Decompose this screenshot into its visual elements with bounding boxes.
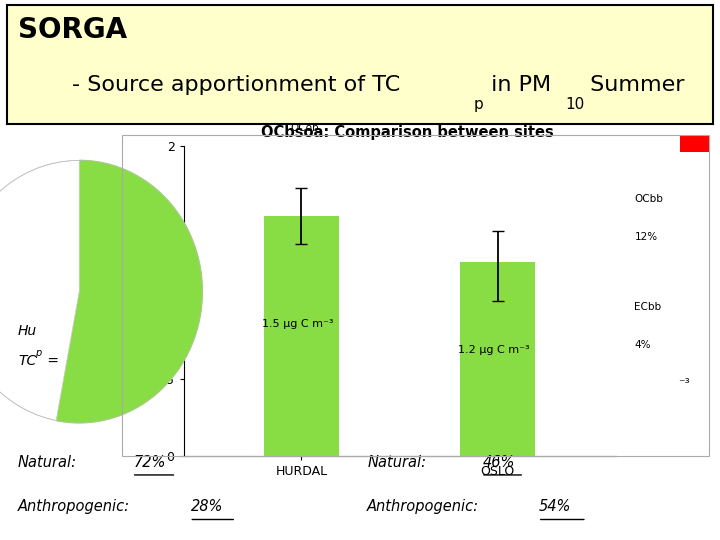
Text: - Source apportionment of TC: - Source apportionment of TC: [72, 75, 400, 94]
Text: ⁻³: ⁻³: [678, 377, 690, 390]
Bar: [264, 215, 338, 456]
Text: p: p: [35, 348, 41, 359]
Y-axis label: Ocbsoa in PM/10  μg C m⁻³: Ocbsoa in PM/10 μg C m⁻³: [136, 222, 149, 380]
Text: OCbb: OCbb: [634, 194, 663, 205]
Polygon shape: [56, 160, 202, 423]
Text: =: =: [43, 354, 63, 368]
Text: in PM: in PM: [484, 75, 551, 94]
Text: Hu: Hu: [18, 324, 37, 338]
Text: 1.5 μg C m⁻³: 1.5 μg C m⁻³: [262, 319, 333, 329]
Text: OCob: OCob: [290, 123, 319, 133]
Text: Summer: Summer: [583, 75, 685, 94]
Text: TC: TC: [18, 354, 36, 368]
Text: 12%: 12%: [634, 232, 657, 242]
Text: 1.2 μg C m⁻³: 1.2 μg C m⁻³: [458, 345, 530, 355]
Text: 28%: 28%: [191, 500, 223, 515]
Text: Natural:: Natural:: [367, 455, 426, 470]
Text: Anthropogenic:: Anthropogenic:: [18, 500, 130, 515]
Text: 54%: 54%: [539, 500, 571, 515]
Text: 10: 10: [565, 97, 585, 112]
Polygon shape: [680, 136, 709, 152]
Text: ECbb: ECbb: [634, 302, 662, 313]
Text: 72%: 72%: [133, 455, 166, 470]
Text: Anthropogenic:: Anthropogenic:: [367, 500, 480, 515]
Text: Natural:: Natural:: [18, 455, 77, 470]
Bar: [461, 262, 535, 456]
Text: OCbsoa: Comparison between sites: OCbsoa: Comparison between sites: [261, 125, 554, 140]
Text: SORGA: SORGA: [18, 16, 127, 44]
Polygon shape: [0, 160, 79, 421]
Text: p: p: [474, 97, 484, 112]
Text: 4%: 4%: [634, 340, 651, 350]
Text: 46%: 46%: [482, 455, 515, 470]
